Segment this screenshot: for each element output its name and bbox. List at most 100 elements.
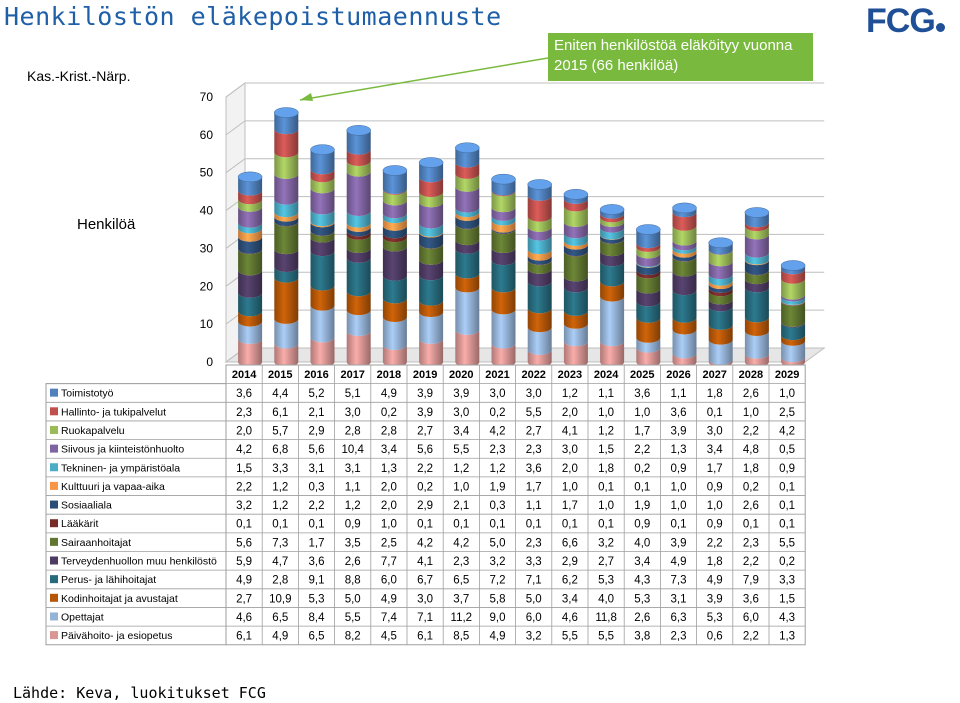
- bar-segment: [744, 222, 769, 232]
- table-cell-value: 3,8: [634, 631, 650, 643]
- table-cell-value: 1,2: [272, 481, 288, 493]
- bar-top-cap: [455, 142, 480, 153]
- legend-swatch: [50, 463, 58, 472]
- bar-segment: [310, 305, 335, 343]
- table-cell-value: 6,0: [526, 612, 542, 624]
- bar-segment: [238, 176, 263, 196]
- bar-top-cap: [744, 207, 770, 218]
- table-cell-value: 1,9: [634, 500, 650, 512]
- table-cell-value: 0,9: [707, 481, 723, 493]
- table-cell-value: 1,3: [779, 631, 795, 643]
- bar-segment: [310, 149, 335, 175]
- bar-segment: [238, 321, 263, 344]
- table-cell-value: 2,8: [272, 575, 288, 587]
- table-row-label: Päivähoito- ja esiopetus: [61, 630, 173, 642]
- legend-swatch: [50, 444, 58, 453]
- source-note: Lähde: Keva, luokitukset FCG: [13, 684, 266, 702]
- table-cell-value: 7,3: [671, 575, 687, 587]
- bar-segment: [527, 268, 552, 287]
- table-cell-value: 4,1: [417, 556, 433, 568]
- bar-segment: [672, 245, 697, 254]
- table-cell-value: 1,1: [345, 481, 361, 493]
- bar-segment: [744, 212, 769, 228]
- bar-stack-2017: [346, 125, 371, 367]
- bar-segment: [382, 189, 407, 206]
- table-cell-value: 1,0: [562, 481, 578, 493]
- bar-segment: [346, 226, 371, 237]
- legend-swatch: [50, 612, 58, 621]
- table-cell-value: 0,1: [634, 481, 650, 493]
- bar-segment: [672, 256, 697, 277]
- legend-swatch: [50, 631, 58, 640]
- table-cell-value: 3,2: [490, 556, 506, 568]
- bar-segment: [708, 324, 733, 345]
- table-row-label: Siivous ja kiinteistönhuolto: [61, 444, 184, 456]
- bar-segment: [600, 251, 625, 267]
- table-cell-value: 1,0: [779, 388, 795, 400]
- table-row-label: Hallinto- ja tukipalvelut: [61, 406, 166, 418]
- bar-segment: [455, 224, 480, 246]
- table-header-year: 2018: [377, 369, 401, 381]
- bar-segment: [672, 225, 697, 246]
- table-cell-value: 2,1: [309, 407, 325, 419]
- bar-top-cap: [418, 157, 444, 168]
- bar-segment: [781, 265, 806, 275]
- table-row-label: Sosiaaliala: [61, 500, 112, 512]
- table-cell-value: 3,4: [562, 593, 579, 605]
- bar-segment: [744, 260, 769, 276]
- bar-segment: [600, 227, 625, 240]
- y-tick-label: 60: [200, 128, 214, 142]
- bar-segment: [274, 173, 299, 205]
- bar-segment: [346, 257, 371, 297]
- bar-segment: [527, 226, 552, 241]
- table-cell-value: 1,2: [562, 388, 578, 400]
- bar-segment: [346, 222, 371, 232]
- bar-segment: [563, 251, 588, 282]
- table-cell-value: 4,9: [707, 575, 723, 587]
- table-cell-value: 0,9: [707, 519, 723, 531]
- bar-segment: [382, 225, 407, 239]
- bar-segment: [491, 191, 516, 213]
- logo-dot-icon: [935, 23, 945, 32]
- bar-top-cap: [780, 260, 806, 271]
- bar-segment: [563, 198, 588, 212]
- bar-segment: [382, 246, 407, 281]
- bar-segment: [419, 192, 444, 208]
- table-cell-value: 3,0: [707, 425, 723, 437]
- table-cell-value: 0,6: [707, 631, 723, 643]
- table-cell-value: 1,7: [707, 463, 723, 475]
- page-title: Henkilöstön eläkepoistumaennuste: [4, 2, 502, 31]
- table-cell-value: 2,6: [743, 388, 759, 400]
- table-cell-value: 5,0: [526, 593, 542, 605]
- table-cell-value: 3,0: [417, 593, 433, 605]
- bar-segment: [491, 287, 516, 315]
- legend-swatch: [50, 481, 58, 490]
- bar-segment: [491, 248, 516, 266]
- table-cell-value: 1,9: [490, 481, 506, 493]
- table-cell-value: 3,6: [743, 593, 759, 605]
- bar-top-cap: [636, 224, 661, 235]
- bar-stack-2024: [599, 204, 625, 367]
- table-cell-value: 3,6: [309, 556, 325, 568]
- table-cell-value: 4,8: [743, 444, 759, 456]
- bar-segment: [636, 337, 661, 353]
- table-cell-value: 0,1: [779, 481, 795, 493]
- bar-segment: [708, 306, 733, 330]
- legend-swatch: [50, 593, 58, 602]
- table-cell-value: 2,0: [562, 407, 578, 419]
- table-cell-value: 7,2: [490, 575, 506, 587]
- bar-segment: [274, 199, 299, 218]
- table-cell-value: 4,9: [671, 556, 687, 568]
- table-cell-value: 0,1: [598, 519, 614, 531]
- table-cell-value: 0,3: [490, 500, 506, 512]
- table-cell-value: 3,7: [453, 593, 469, 605]
- bar-segment: [636, 243, 661, 252]
- bar-segment: [238, 270, 263, 298]
- bar-segment: [744, 330, 769, 359]
- table-cell-value: 5,2: [309, 388, 325, 400]
- table-cell-value: 5,1: [345, 388, 361, 400]
- bar-segment: [600, 221, 625, 233]
- table-cell-value: 2,0: [381, 481, 397, 493]
- bar-segment: [382, 316, 407, 350]
- bar-segment: [600, 296, 625, 347]
